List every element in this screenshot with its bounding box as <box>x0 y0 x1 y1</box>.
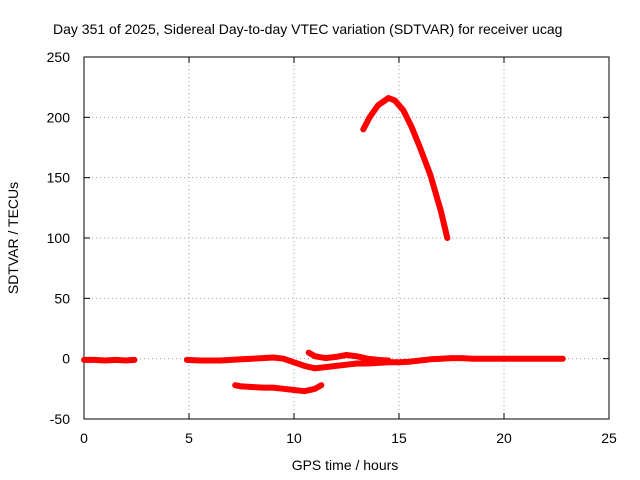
y-tick-label: 250 <box>47 49 71 65</box>
tick-layer: 0 5 10 15 20 25 -50 0 50 100 150 200 250 <box>47 49 617 446</box>
chart-title: Day 351 of 2025, Sidereal Day-to-day VTE… <box>53 21 562 37</box>
y-tick-label: 150 <box>47 170 71 186</box>
series-arc-5 <box>360 95 451 241</box>
y-tick-label: 200 <box>47 109 71 125</box>
x-tick-label: 10 <box>286 430 302 446</box>
series-arc-3 <box>305 349 392 364</box>
series-arc-1 <box>81 356 138 364</box>
y-tick-label: -50 <box>50 411 70 427</box>
x-tick-label: 0 <box>80 430 88 446</box>
x-axis-label: GPS time / hours <box>292 457 399 473</box>
x-tick-label: 5 <box>185 430 193 446</box>
y-tick-label: 100 <box>47 230 71 246</box>
series-layer <box>81 95 566 395</box>
y-tick-label: 50 <box>54 290 70 306</box>
x-tick-label: 25 <box>601 430 617 446</box>
grid-layer <box>84 57 609 419</box>
x-tick-label: 15 <box>391 430 407 446</box>
series-arc-4 <box>232 382 325 395</box>
y-tick-label: 0 <box>62 351 70 367</box>
y-axis-label: SDTVAR / TECUs <box>5 182 21 294</box>
x-tick-label: 20 <box>496 430 512 446</box>
